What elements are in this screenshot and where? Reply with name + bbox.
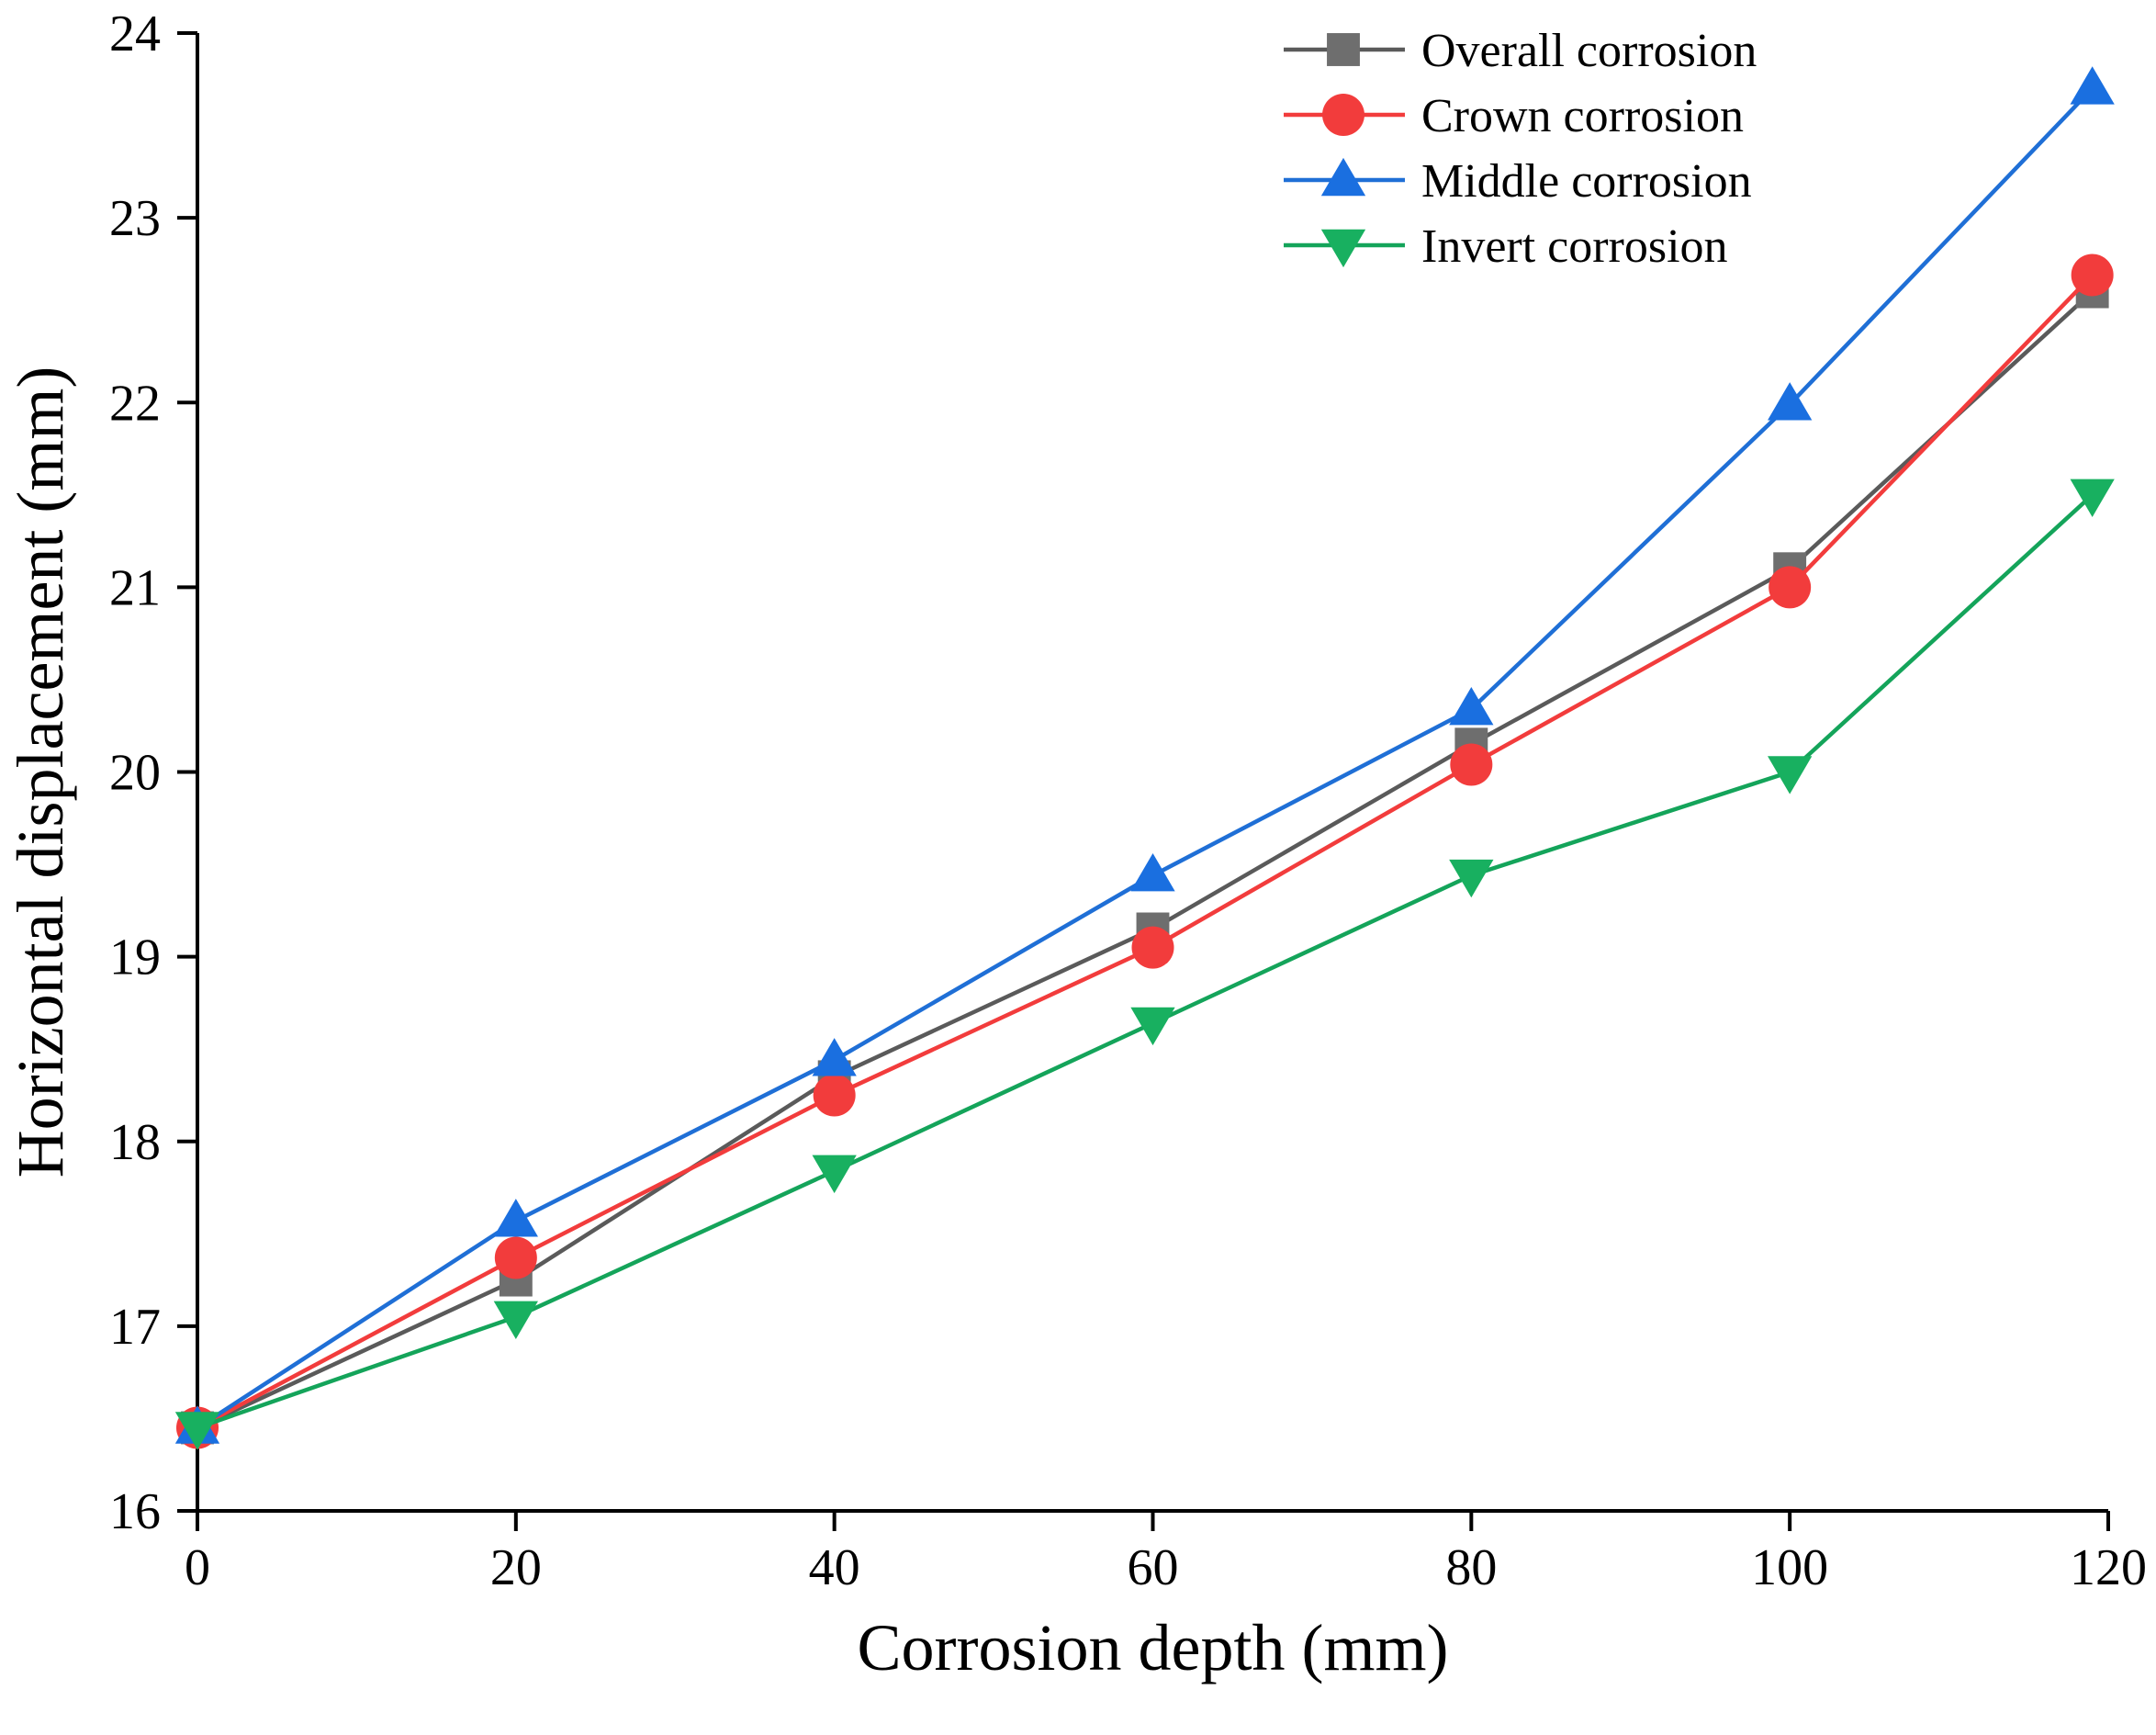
x-axis-title: Corrosion depth (mm) (858, 1611, 1449, 1684)
data-point-invert-corrosion-40 (812, 1155, 857, 1194)
data-point-crown-corrosion-60 (1131, 926, 1174, 969)
data-point-invert-corrosion-20 (493, 1301, 538, 1339)
legend-label-invert-corrosion: Invert corrosion (1421, 220, 1728, 273)
data-point-crown-corrosion-119 (2071, 253, 2114, 297)
data-point-crown-corrosion-80 (1450, 743, 1493, 786)
legend-marker-middle-corrosion (1320, 157, 1366, 197)
legend: Overall corrosion Crown corrosion Middle c… (1284, 25, 1757, 273)
legend-marker-overall-corrosion (1327, 33, 1360, 66)
series-middle-corrosion (174, 66, 2115, 1444)
data-point-middle-corrosion-80 (1449, 686, 1494, 726)
y-tick-label-16: 16 (109, 1483, 161, 1540)
legend-item-invert-corrosion: Invert corrosion (1284, 220, 1728, 273)
legend-item-overall-corrosion: Overall corrosion (1284, 25, 1757, 77)
data-point-middle-corrosion-20 (493, 1199, 538, 1237)
legend-label-overall-corrosion: Overall corrosion (1421, 25, 1757, 77)
series-invert-corrosion (174, 479, 2115, 1450)
data-point-middle-corrosion-100 (1768, 382, 1813, 421)
series-group (174, 66, 2115, 1450)
y-tick-label-20: 20 (109, 745, 161, 802)
data-point-middle-corrosion-60 (1130, 852, 1175, 892)
axes: 0 20 40 60 80 100 120 16 17 18 19 20 21 22 23 24 (109, 6, 2147, 1596)
legend-label-crown-corrosion: Crown corrosion (1421, 90, 1744, 142)
legend-item-crown-corrosion: Crown corrosion (1284, 90, 1744, 142)
data-point-crown-corrosion-20 (494, 1236, 537, 1279)
y-tick-label-24: 24 (109, 6, 161, 62)
y-tick-label-17: 17 (109, 1299, 161, 1356)
x-tick-label-40: 40 (809, 1539, 860, 1596)
legend-item-middle-corrosion: Middle corrosion (1284, 155, 1752, 208)
x-tick-label-120: 120 (2070, 1539, 2147, 1596)
data-point-crown-corrosion-100 (1769, 566, 1812, 609)
legend-label-middle-corrosion: Middle corrosion (1421, 155, 1752, 208)
y-tick-label-23: 23 (109, 190, 161, 247)
y-tick-label-21: 21 (109, 559, 161, 616)
x-tick-label-100: 100 (1751, 1539, 1828, 1596)
data-point-invert-corrosion-0 (174, 1412, 220, 1450)
data-point-invert-corrosion-60 (1130, 1007, 1175, 1046)
series-crown-corrosion (176, 253, 2114, 1449)
data-point-middle-corrosion-119 (2070, 66, 2115, 105)
data-point-middle-corrosion-40 (812, 1038, 857, 1076)
legend-marker-invert-corrosion (1320, 229, 1366, 268)
data-point-crown-corrosion-40 (813, 1074, 856, 1117)
x-tick-label-60: 60 (1128, 1539, 1179, 1596)
series-line-overall-corrosion (197, 289, 2094, 1430)
x-tick-label-80: 80 (1445, 1539, 1497, 1596)
y-tick-label-18: 18 (109, 1114, 161, 1171)
legend-marker-crown-corrosion (1322, 94, 1364, 136)
data-point-invert-corrosion-119 (2070, 479, 2115, 517)
series-line-crown-corrosion (196, 273, 2094, 1430)
x-tick-label-0: 0 (185, 1539, 210, 1596)
y-tick-label-22: 22 (109, 375, 161, 432)
y-axis-title: Horizontal displacement (mm) (4, 366, 77, 1178)
x-tick-label-20: 20 (490, 1539, 542, 1596)
series-overall-corrosion (181, 275, 2109, 1445)
y-tick-label-19: 19 (109, 929, 161, 986)
data-point-invert-corrosion-80 (1449, 859, 1494, 898)
data-point-invert-corrosion-100 (1768, 756, 1813, 794)
